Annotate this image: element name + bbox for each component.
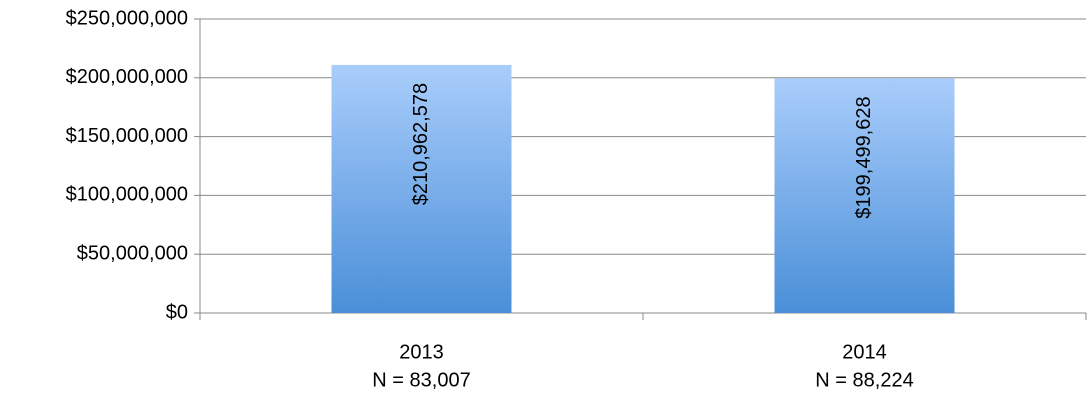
bar <box>774 78 955 314</box>
y-tick-label: $150,000,000 <box>66 125 188 147</box>
data-label: $210,962,578 <box>410 83 432 205</box>
bar <box>331 64 512 313</box>
y-tick-label: $200,000,000 <box>66 66 188 88</box>
y-tick-label: $100,000,000 <box>66 184 188 206</box>
x-tick-label: N = 83,007 <box>372 369 470 391</box>
x-tick-label: 2013 <box>399 341 444 363</box>
y-tick-label: $50,000,000 <box>77 242 188 264</box>
y-tick-label: $250,000,000 <box>66 7 188 29</box>
x-tick-label: 2014 <box>842 341 887 363</box>
data-label: $199,499,628 <box>853 96 875 218</box>
x-tick-label: N = 88,224 <box>815 369 913 391</box>
y-tick-label: $0 <box>166 301 188 323</box>
